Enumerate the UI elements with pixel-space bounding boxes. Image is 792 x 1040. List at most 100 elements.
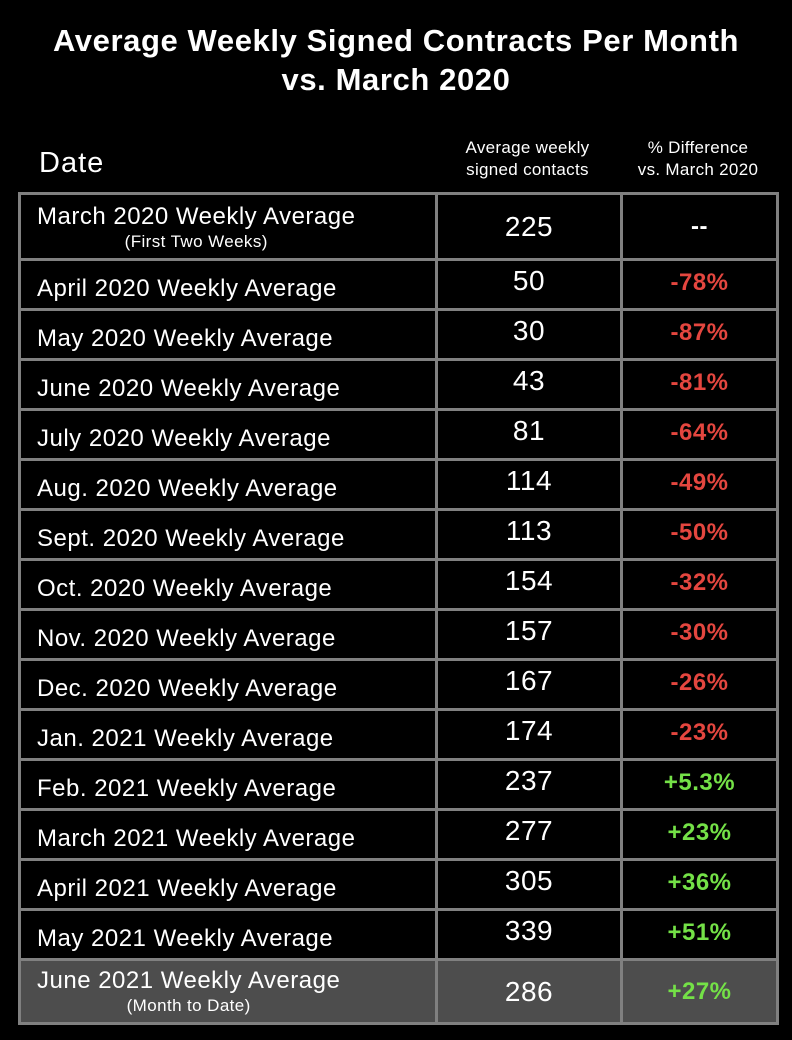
table-row: Oct. 2020 Weekly Average 154 -32% [18, 558, 779, 611]
table-row: June 2021 Weekly Average (Month to Date)… [18, 958, 779, 1025]
row-date-label: June 2020 Weekly Average [37, 375, 341, 402]
row-date-cell: Feb. 2021 Weekly Average [18, 758, 438, 811]
row-diff: -26% [620, 658, 779, 711]
row-diff: -- [620, 192, 779, 261]
table-row: Aug. 2020 Weekly Average 114 -49% [18, 458, 779, 511]
row-diff: -50% [620, 508, 779, 561]
column-header-percent-difference-line1: % Difference [647, 138, 749, 157]
column-header-percent-difference: % Difference vs. March 2020 [620, 137, 776, 183]
row-date-sublabel: (First Two Weeks) [124, 232, 268, 251]
row-date-label: Dec. 2020 Weekly Average [37, 675, 338, 702]
row-diff: +27% [620, 958, 779, 1025]
row-date-label: Sept. 2020 Weekly Average [37, 525, 345, 552]
contracts-table: March 2020 Weekly Average (First Two Wee… [18, 192, 779, 1025]
row-diff: -64% [620, 408, 779, 461]
row-date-cell: Nov. 2020 Weekly Average [18, 608, 438, 661]
row-date-label: April 2021 Weekly Average [37, 875, 337, 902]
row-date-label: Nov. 2020 Weekly Average [37, 625, 336, 652]
table-row: April 2020 Weekly Average 50 -78% [18, 258, 779, 311]
row-diff: +51% [620, 908, 779, 961]
row-diff: +5.3% [620, 758, 779, 811]
row-value: 81 [435, 408, 623, 461]
row-value: 157 [435, 608, 623, 661]
row-value: 114 [435, 458, 623, 511]
table-row: May 2020 Weekly Average 30 -87% [18, 308, 779, 361]
page-title: Average Weekly Signed Contracts Per Mont… [0, 21, 792, 99]
page-title-line2: vs. March 2020 [281, 62, 511, 97]
row-date-label: March 2021 Weekly Average [37, 825, 356, 852]
row-date-label: April 2020 Weekly Average [37, 275, 337, 302]
row-diff: +23% [620, 808, 779, 861]
row-value: 237 [435, 758, 623, 811]
row-date-label: May 2021 Weekly Average [37, 925, 334, 952]
contracts-table-body: March 2020 Weekly Average (First Two Wee… [18, 192, 779, 1025]
row-date-wrap: June 2020 Weekly Average [37, 374, 340, 404]
row-date-wrap: Nov. 2020 Weekly Average [37, 624, 336, 654]
column-header-average-weekly-line1: Average weekly [465, 138, 590, 157]
row-date-cell: Oct. 2020 Weekly Average [18, 558, 438, 611]
row-date-label: Feb. 2021 Weekly Average [37, 775, 337, 802]
row-diff: -23% [620, 708, 779, 761]
row-date-wrap: Dec. 2020 Weekly Average [37, 674, 338, 704]
row-date-wrap: Oct. 2020 Weekly Average [37, 574, 332, 604]
row-diff: -87% [620, 308, 779, 361]
row-value: 339 [435, 908, 623, 961]
row-date-wrap: Jan. 2021 Weekly Average [37, 724, 334, 754]
row-date-wrap: March 2020 Weekly Average (First Two Wee… [37, 202, 355, 251]
row-date-wrap: June 2021 Weekly Average (Month to Date) [37, 966, 340, 1015]
row-date-cell: April 2020 Weekly Average [18, 258, 438, 311]
row-date-wrap: April 2020 Weekly Average [37, 274, 337, 304]
table-row: June 2020 Weekly Average 43 -81% [18, 358, 779, 411]
row-date-label: June 2021 Weekly Average [37, 967, 341, 994]
row-date-cell: Aug. 2020 Weekly Average [18, 458, 438, 511]
row-date-wrap: May 2021 Weekly Average [37, 924, 333, 954]
table-row: Nov. 2020 Weekly Average 157 -30% [18, 608, 779, 661]
row-date-label: Aug. 2020 Weekly Average [37, 475, 338, 502]
row-date-cell: April 2021 Weekly Average [18, 858, 438, 911]
row-date-cell: Jan. 2021 Weekly Average [18, 708, 438, 761]
table-row: Dec. 2020 Weekly Average 167 -26% [18, 658, 779, 711]
table-row: March 2020 Weekly Average (First Two Wee… [18, 192, 779, 261]
row-date-label: Jan. 2021 Weekly Average [37, 725, 334, 752]
table-row: March 2021 Weekly Average 277 +23% [18, 808, 779, 861]
row-date-cell: June 2021 Weekly Average (Month to Date) [18, 958, 438, 1025]
row-date-label: March 2020 Weekly Average [37, 203, 356, 230]
row-value: 50 [435, 258, 623, 311]
table-row: Feb. 2021 Weekly Average 237 +5.3% [18, 758, 779, 811]
row-date-wrap: May 2020 Weekly Average [37, 324, 333, 354]
row-value: 113 [435, 508, 623, 561]
row-date-wrap: Sept. 2020 Weekly Average [37, 524, 345, 554]
row-value: 174 [435, 708, 623, 761]
row-diff: -49% [620, 458, 779, 511]
row-date-wrap: Feb. 2021 Weekly Average [37, 774, 336, 804]
column-header-date: Date [39, 147, 105, 179]
row-date-cell: July 2020 Weekly Average [18, 408, 438, 461]
row-date-wrap: July 2020 Weekly Average [37, 424, 331, 454]
table-row: Sept. 2020 Weekly Average 113 -50% [18, 508, 779, 561]
column-header-percent-difference-line2: vs. March 2020 [637, 160, 759, 179]
column-header-average-weekly: Average weekly signed contacts [435, 137, 620, 183]
row-value: 154 [435, 558, 623, 611]
row-date-cell: Dec. 2020 Weekly Average [18, 658, 438, 711]
row-date-wrap: March 2021 Weekly Average [37, 824, 355, 854]
row-date-wrap: Aug. 2020 Weekly Average [37, 474, 338, 504]
row-value: 167 [435, 658, 623, 711]
row-date-cell: June 2020 Weekly Average [18, 358, 438, 411]
row-diff: -78% [620, 258, 779, 311]
row-date-wrap: April 2021 Weekly Average [37, 874, 337, 904]
row-value: 225 [435, 192, 623, 261]
row-date-cell: Sept. 2020 Weekly Average [18, 508, 438, 561]
row-date-sublabel: (Month to Date) [126, 996, 251, 1015]
table-row: Jan. 2021 Weekly Average 174 -23% [18, 708, 779, 761]
page-title-line1: Average Weekly Signed Contracts Per Mont… [52, 23, 740, 58]
table-row: May 2021 Weekly Average 339 +51% [18, 908, 779, 961]
row-date-cell: March 2020 Weekly Average (First Two Wee… [18, 192, 438, 261]
row-diff: -30% [620, 608, 779, 661]
row-date-label: Oct. 2020 Weekly Average [37, 575, 333, 602]
row-diff: -32% [620, 558, 779, 611]
row-diff: -81% [620, 358, 779, 411]
row-value: 305 [435, 858, 623, 911]
row-date-cell: May 2020 Weekly Average [18, 308, 438, 361]
row-value: 286 [435, 958, 623, 1025]
